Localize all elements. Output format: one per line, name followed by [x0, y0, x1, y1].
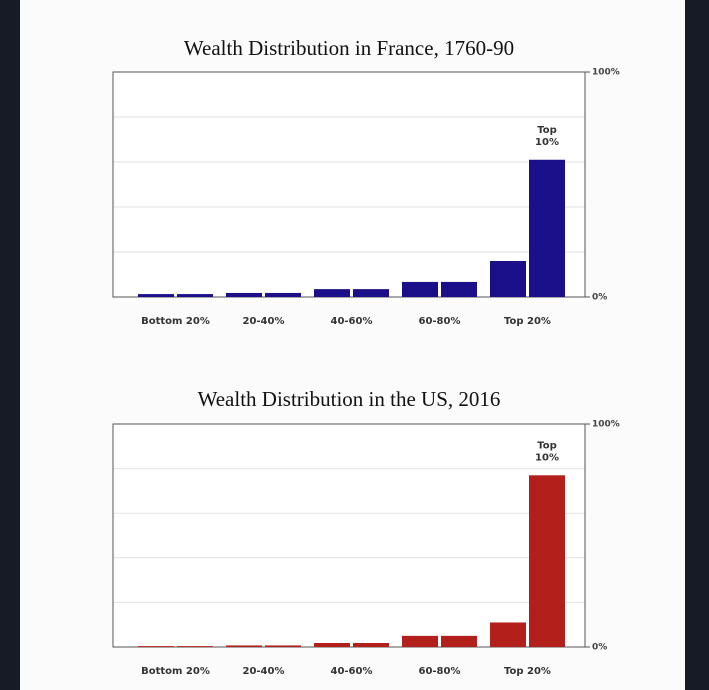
bar	[265, 645, 301, 647]
chart-title: Wealth Distribution in the US, 2016	[198, 387, 501, 411]
annotation: Top 10%	[535, 125, 559, 148]
bar	[138, 646, 174, 647]
x-tick-label: 20-40%	[242, 666, 284, 677]
x-tick-label: Bottom 20%	[141, 666, 210, 677]
x-tick-label: 60-80%	[418, 316, 460, 327]
bar	[138, 294, 174, 297]
bar	[353, 642, 389, 647]
bar	[441, 635, 477, 647]
y-tick-label: 100%	[592, 68, 620, 78]
bar	[314, 642, 350, 647]
bar	[402, 635, 438, 647]
bar	[177, 294, 213, 297]
plot-area	[113, 72, 585, 297]
bar	[314, 289, 350, 297]
bar	[490, 261, 526, 297]
x-tick-label: 40-60%	[330, 666, 372, 677]
bar	[529, 475, 565, 647]
bar	[226, 292, 262, 297]
y-tick-label: 0%	[592, 293, 607, 303]
bar	[441, 281, 477, 297]
bar	[265, 292, 301, 297]
x-tick-label: 40-60%	[330, 316, 372, 327]
bar	[177, 646, 213, 647]
y-tick-label: 0%	[592, 643, 607, 653]
x-tick-label: 60-80%	[418, 666, 460, 677]
x-tick-label: Top 20%	[504, 666, 551, 677]
bar	[490, 622, 526, 647]
y-tick-label: 100%	[592, 420, 620, 430]
x-tick-label: 20-40%	[242, 316, 284, 327]
plot-area	[113, 424, 585, 647]
bar	[226, 645, 262, 647]
x-tick-label: Bottom 20%	[141, 316, 210, 327]
chart-title: Wealth Distribution in France, 1760-90	[184, 36, 514, 60]
bar	[402, 281, 438, 297]
annotation: Top 10%	[535, 440, 559, 463]
bar	[529, 159, 565, 297]
x-tick-label: Top 20%	[504, 316, 551, 327]
bar	[353, 289, 389, 297]
